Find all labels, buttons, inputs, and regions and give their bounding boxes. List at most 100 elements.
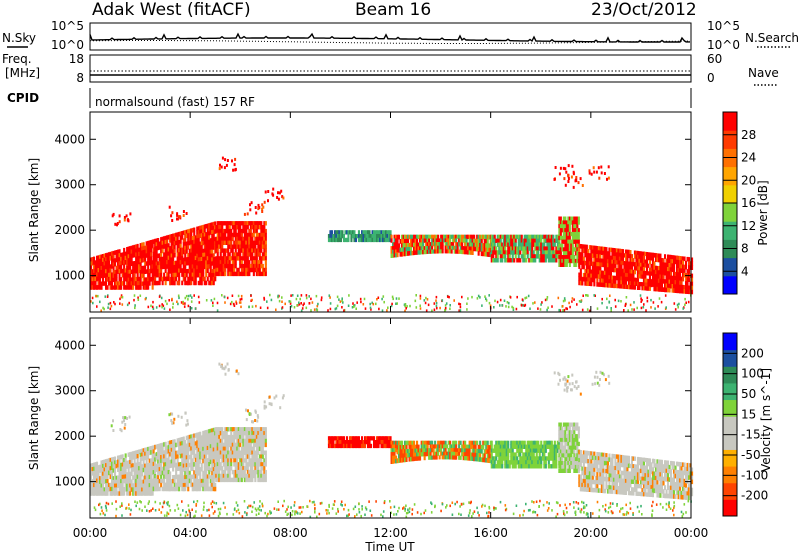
rti-cell bbox=[209, 448, 212, 453]
rti-cell bbox=[254, 434, 257, 440]
rti-cell bbox=[161, 256, 164, 262]
rti-cell bbox=[160, 260, 163, 266]
rti-cell bbox=[236, 271, 239, 277]
rti-cell bbox=[133, 265, 136, 270]
rti-cell bbox=[414, 448, 417, 453]
rti-cell bbox=[413, 238, 416, 244]
rti-cell bbox=[190, 252, 193, 257]
rti-cell bbox=[245, 458, 248, 463]
rti-cell bbox=[383, 436, 386, 441]
rti-cell bbox=[120, 294, 123, 297]
rti-cell bbox=[126, 266, 129, 271]
rti-cell bbox=[208, 256, 211, 261]
rti-cell bbox=[653, 252, 656, 258]
rti-cell bbox=[181, 461, 184, 467]
rti-cell bbox=[233, 431, 236, 436]
rti-cell bbox=[179, 251, 182, 257]
rti-cell bbox=[187, 241, 190, 246]
rti-cell bbox=[142, 281, 145, 286]
rti-cell bbox=[179, 470, 182, 475]
rti-cell bbox=[117, 261, 120, 266]
rti-cell bbox=[263, 450, 266, 455]
rti-cell bbox=[175, 454, 178, 460]
rti-cell bbox=[674, 288, 677, 293]
rti-cell bbox=[408, 251, 411, 256]
rti-cell bbox=[243, 212, 246, 216]
rti-cell bbox=[196, 242, 199, 247]
rti-cell bbox=[239, 248, 242, 253]
rti-cell bbox=[568, 231, 571, 237]
rti-cell bbox=[231, 454, 234, 459]
rti-cell bbox=[211, 467, 214, 472]
rti-cell bbox=[216, 256, 219, 261]
rti-cell bbox=[257, 260, 260, 265]
rti-cell bbox=[416, 440, 419, 446]
rti-cell bbox=[191, 264, 194, 269]
power-ytick-label: 4000 bbox=[54, 132, 85, 146]
rti-cell bbox=[562, 216, 565, 221]
rti-cell bbox=[173, 276, 176, 282]
rti-cell bbox=[543, 242, 546, 247]
rti-cell bbox=[407, 238, 410, 244]
rti-cell bbox=[423, 452, 426, 457]
rti-cell bbox=[160, 455, 163, 460]
rti-cell bbox=[374, 237, 377, 243]
rti-cell bbox=[670, 263, 673, 268]
rti-cell bbox=[388, 230, 391, 235]
rti-cell bbox=[141, 468, 144, 473]
rti-cell bbox=[96, 255, 99, 261]
rti-cell bbox=[585, 248, 588, 254]
rti-cell bbox=[564, 183, 567, 187]
rti-cell bbox=[477, 251, 480, 256]
rti-cell bbox=[154, 486, 157, 492]
rti-cell bbox=[212, 225, 215, 231]
rti-cell bbox=[212, 301, 214, 305]
rti-cell bbox=[197, 249, 200, 254]
rti-cell bbox=[428, 238, 431, 243]
rti-cell bbox=[236, 438, 239, 444]
rti-cell bbox=[137, 298, 140, 301]
rti-cell bbox=[245, 244, 248, 249]
rti-cell bbox=[596, 274, 599, 279]
rti-cell bbox=[209, 249, 212, 255]
rti-cell bbox=[118, 257, 121, 262]
rti-cell bbox=[173, 463, 176, 468]
rti-cell bbox=[233, 442, 236, 448]
rti-cell bbox=[193, 227, 196, 233]
rti-cell bbox=[240, 256, 243, 261]
rti-cell bbox=[254, 225, 257, 230]
rti-cell bbox=[523, 242, 526, 247]
rti-cell bbox=[423, 299, 426, 302]
rti-cell bbox=[310, 297, 312, 301]
rti-cell bbox=[231, 438, 234, 444]
rti-cell bbox=[245, 446, 248, 451]
rti-cell bbox=[390, 246, 393, 251]
rti-cell bbox=[257, 252, 260, 257]
rti-cell bbox=[141, 254, 144, 259]
rti-cell bbox=[172, 463, 175, 468]
rti-cell bbox=[175, 268, 178, 274]
rti-cell bbox=[196, 448, 199, 453]
rti-cell bbox=[144, 463, 147, 469]
rti-cell bbox=[501, 304, 503, 307]
rti-cell bbox=[127, 281, 130, 286]
rti-cell bbox=[200, 233, 203, 238]
rti-cell bbox=[440, 242, 443, 247]
rti-cell bbox=[411, 440, 414, 446]
rti-cell bbox=[508, 242, 511, 247]
rti-cell bbox=[221, 221, 224, 226]
rti-cell bbox=[240, 431, 243, 436]
rti-cell bbox=[529, 246, 532, 251]
rti-cell bbox=[93, 277, 96, 282]
rti-cell bbox=[682, 268, 685, 274]
rti-cell bbox=[398, 449, 401, 455]
rti-cell bbox=[254, 256, 257, 261]
rti-cell bbox=[176, 248, 179, 253]
rti-cell bbox=[184, 269, 187, 274]
rti-cell bbox=[617, 280, 620, 285]
rti-cell bbox=[535, 238, 538, 243]
rti-cell bbox=[648, 260, 651, 265]
rti-cell bbox=[559, 243, 562, 248]
rti-cell bbox=[111, 272, 114, 278]
rti-cell bbox=[252, 228, 255, 234]
